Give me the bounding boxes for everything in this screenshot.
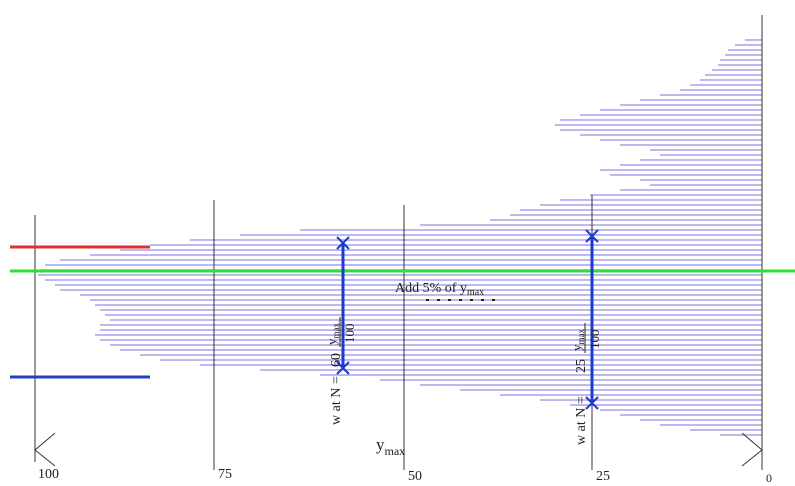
tick-label: 75 bbox=[218, 467, 232, 482]
label: max bbox=[385, 444, 406, 458]
grid-lines bbox=[35, 15, 762, 470]
label: 100 bbox=[587, 330, 602, 350]
tick-labels: 100 75 50 25 0 bbox=[38, 467, 772, 485]
marker-label: w at N = 25 ymax 100 bbox=[569, 323, 602, 445]
tick-label: 100 bbox=[38, 467, 59, 482]
label: 60 bbox=[329, 353, 344, 367]
diagram: Add 5% of ymax 100 75 50 25 0 ymax w at … bbox=[0, 0, 795, 486]
svg-text:ymax: ymax bbox=[324, 323, 341, 345]
label: 25 bbox=[574, 359, 589, 373]
tick-label: 25 bbox=[596, 469, 610, 484]
label: Add 5% of y bbox=[395, 281, 467, 296]
tick-label: 50 bbox=[408, 469, 422, 484]
axis-label: ymax bbox=[376, 435, 405, 458]
label: max bbox=[467, 287, 484, 298]
label: w at N = bbox=[329, 376, 344, 425]
label: w at N = bbox=[574, 396, 589, 445]
label: 100 bbox=[342, 324, 357, 344]
note: Add 5% of ymax bbox=[395, 281, 484, 298]
tick-label: 0 bbox=[766, 471, 772, 485]
